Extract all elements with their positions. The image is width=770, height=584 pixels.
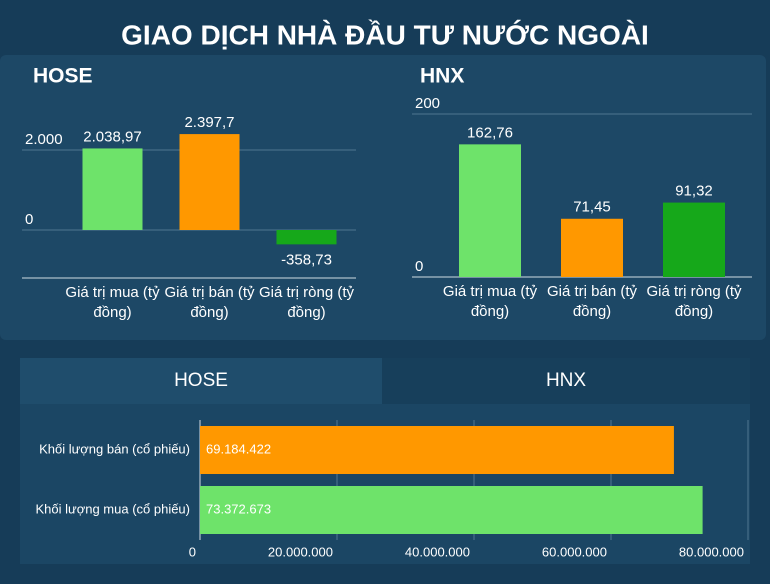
y-tick-label: Khối lượng mua (cổ phiếu) — [35, 501, 190, 516]
x-tick-label: 60.000.000 — [542, 544, 607, 559]
x-tick-label: 80.000.000 — [679, 544, 744, 559]
y-tick-label: 2.000 — [25, 131, 63, 148]
value-label: 91,32 — [675, 183, 713, 200]
bar — [200, 426, 674, 474]
tab-hose[interactable] — [20, 358, 382, 404]
bar — [82, 148, 143, 230]
value-label: 73.372.673 — [206, 501, 271, 516]
y-tick-label: 0 — [25, 211, 33, 228]
bar — [179, 134, 240, 230]
value-label: 2.397,7 — [184, 114, 234, 131]
bar — [663, 202, 725, 277]
x-tick-label: 0 — [189, 544, 196, 559]
page-title: GIAO DỊCH NHÀ ĐẦU TƯ NƯỚC NGOÀI — [121, 19, 649, 50]
y-tick-label: Khối lượng bán (cổ phiếu) — [39, 441, 190, 456]
tab-label[interactable]: HOSE — [174, 370, 228, 391]
y-tick-label: 200 — [415, 95, 440, 112]
y-tick-label: 0 — [415, 258, 423, 275]
bar — [276, 230, 337, 245]
value-label: 69.184.422 — [206, 441, 271, 456]
tab-hnx[interactable] — [382, 358, 750, 404]
x-tick-label: 40.000.000 — [405, 544, 470, 559]
x-tick-label: Giá trị mua (tỷ đồng) — [442, 283, 538, 320]
bar — [561, 218, 623, 277]
tab-label[interactable]: HNX — [546, 370, 586, 391]
bar — [459, 144, 521, 277]
bar — [200, 486, 703, 534]
x-tick-label: Giá trị ròng (tỷ đồng) — [258, 284, 355, 321]
x-tick-label: 20.000.000 — [268, 544, 333, 559]
x-tick-label: Giá trị ròng (tỷ đồng) — [646, 283, 742, 320]
x-tick-label: Giá trị mua (tỷ đồng) — [65, 284, 160, 321]
value-label: -358,73 — [281, 251, 332, 268]
value-label: 71,45 — [573, 199, 611, 216]
value-label: 162,76 — [467, 124, 513, 141]
x-tick-label: Giá trị bán (tỷ đồng) — [546, 283, 638, 320]
value-label: 2.038,97 — [83, 128, 141, 145]
x-tick-label: Giá trị bán (tỷ đồng) — [164, 284, 255, 321]
chart-title: HOSE — [33, 65, 93, 88]
chart-title: HNX — [420, 65, 464, 88]
